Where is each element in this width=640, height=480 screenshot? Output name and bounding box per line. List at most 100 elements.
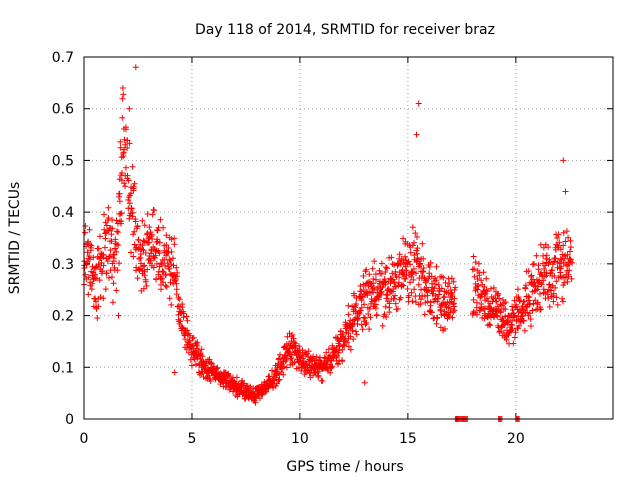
data-point [364,279,371,286]
y-tick-label: 0.3 [52,257,74,273]
data-point [392,292,398,299]
data-point [497,309,504,316]
data-point [409,224,416,231]
data-point [378,260,385,267]
data-point [353,295,360,301]
data-point [529,307,536,314]
data-point [366,305,373,312]
data-point [478,277,485,284]
data-point [514,286,521,293]
data-point [421,293,428,300]
data-point [337,328,344,334]
data-point [130,253,137,260]
data-point [347,333,354,340]
data-point [207,378,214,384]
points-layer [81,64,576,422]
data-point [100,252,107,259]
data-point [94,315,101,321]
data-point [177,318,184,325]
data-point [206,356,213,363]
data-point [500,329,507,336]
data-point [558,263,565,270]
data-point [252,399,259,406]
data-point [562,238,569,245]
data-point [167,279,174,286]
data-point [130,183,137,190]
data-point [89,280,96,287]
data-point [108,231,115,238]
data-point [384,292,391,299]
data-point [333,354,340,361]
data-point [476,260,482,267]
data-point [330,355,337,362]
data-point [369,289,376,296]
y-tick-label: 0.4 [52,205,74,221]
data-point [154,227,161,234]
data-point [487,322,494,329]
data-point [551,272,558,279]
data-point [113,287,120,294]
data-point [520,317,527,324]
data-point [525,268,532,275]
data-point [353,301,360,307]
data-point [161,257,168,263]
data-point [96,277,103,284]
data-point-outlier [361,379,368,386]
data-point [162,271,169,278]
data-point [549,267,556,274]
data-point [448,275,455,282]
data-point [535,283,542,290]
data-point [471,266,478,272]
data-point [213,365,220,372]
data-point [490,284,497,291]
data-point [175,294,182,301]
data-point [400,282,407,289]
data-point [353,331,360,338]
data-point [109,274,115,281]
data-point [113,241,120,248]
data-point [151,207,158,214]
data-point [189,335,196,342]
data-point [171,235,178,242]
y-axis-label: SRMTID / TECUs [7,182,23,295]
data-point [116,260,123,267]
data-point [97,233,103,240]
data-point [173,264,180,271]
data-point [392,300,399,307]
data-point [555,231,562,238]
data-point [522,285,529,292]
data-point [366,271,373,278]
data-point [382,303,389,310]
data-point [476,272,483,279]
data-point [372,271,379,278]
data-point [414,256,421,263]
data-point [386,309,393,316]
data-point [413,258,420,264]
data-point-outlier [119,85,126,91]
data-point [349,327,356,334]
data-point [122,124,129,131]
data-point [95,245,102,252]
grid-layer [84,57,613,419]
data-point [118,218,125,224]
data-point [158,261,165,268]
data-point [152,248,159,255]
data-point [345,302,352,309]
data-point [358,304,365,311]
data-point [148,233,155,240]
data-point [99,268,106,275]
data-point [511,297,518,304]
data-point [173,280,180,287]
data-point [143,282,150,289]
data-point [526,310,533,317]
data-point [405,292,412,299]
data-point [114,267,121,274]
data-point [414,245,421,252]
data-point [120,91,127,98]
data-point [523,304,529,311]
y-tick-label: 0.5 [52,153,74,169]
x-axis-label: GPS time / hours [286,459,403,475]
data-point [531,260,537,267]
data-point [359,326,366,333]
